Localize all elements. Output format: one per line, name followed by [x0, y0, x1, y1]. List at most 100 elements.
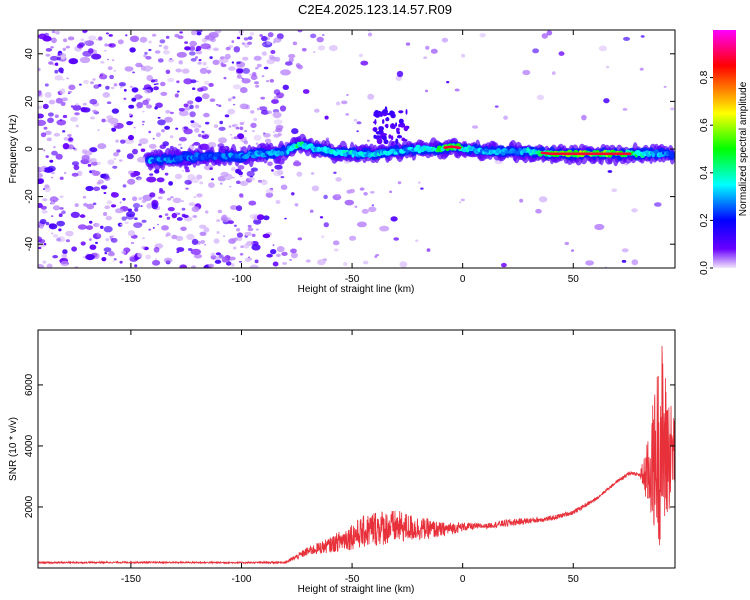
spectrogram-x-tick-label: 0 — [460, 274, 466, 285]
noise-speckle — [210, 37, 216, 43]
noise-speckle — [195, 56, 198, 59]
noise-speckle — [148, 48, 152, 52]
noise-speckle — [272, 244, 275, 247]
noise-speckle — [233, 136, 239, 140]
noise-speckle — [243, 37, 249, 41]
noise-speckle — [178, 110, 189, 117]
noise-speckle — [265, 188, 274, 194]
noise-speckle — [44, 32, 49, 37]
noise-speckle — [62, 143, 70, 150]
noise-speckle — [72, 147, 76, 150]
noise-speckle — [164, 213, 169, 217]
noise-speckle — [227, 220, 234, 225]
noise-speckle — [142, 99, 150, 106]
noise-speckle — [292, 41, 298, 46]
noise-speckle — [255, 142, 259, 145]
noise-speckle — [121, 216, 127, 221]
noise-speckle — [80, 241, 86, 246]
noise-speckle — [179, 264, 187, 268]
noise-speckle — [62, 114, 68, 119]
noise-speckle — [142, 123, 145, 126]
noise-speckle — [277, 132, 282, 137]
noise-speckle — [196, 50, 203, 55]
noise-speckle — [60, 101, 66, 107]
noise-speckle — [255, 77, 258, 79]
noise-speckle — [603, 98, 610, 104]
noise-speckle — [39, 218, 47, 225]
noise-speckle — [167, 207, 175, 212]
noise-speckle — [61, 253, 68, 259]
noise-speckle — [80, 107, 88, 113]
noise-speckle — [250, 74, 258, 81]
noise-speckle — [75, 124, 80, 128]
noise-speckle — [49, 196, 59, 203]
noise-speckle — [273, 170, 283, 177]
noise-speckle — [157, 58, 164, 63]
noise-speckle — [105, 238, 110, 242]
colorbar-tick-label: 0.6 — [699, 118, 710, 132]
noise-speckle — [59, 119, 63, 122]
noise-speckle — [89, 147, 98, 153]
noise-speckle — [169, 135, 174, 139]
noise-speckle — [231, 61, 235, 64]
noise-speckle — [208, 263, 215, 268]
plume-speckle — [374, 128, 377, 133]
noise-speckle — [141, 199, 147, 203]
ridge-hot — [458, 146, 462, 150]
noise-speckle — [39, 168, 46, 172]
plume-speckle — [376, 139, 381, 143]
noise-speckle — [220, 56, 225, 60]
noise-speckle — [134, 207, 139, 212]
noise-speckle — [356, 121, 362, 125]
noise-speckle — [199, 67, 208, 74]
noise-speckle — [181, 170, 185, 172]
noise-speckle — [558, 51, 565, 56]
noise-speckle — [148, 40, 152, 44]
noise-speckle — [218, 137, 227, 144]
noise-speckle — [95, 241, 98, 244]
noise-speckle — [88, 40, 92, 44]
spectrogram-y-tick-label: 0 — [24, 146, 35, 152]
noise-speckle — [201, 93, 210, 100]
noise-speckle — [101, 257, 107, 262]
noise-speckle — [50, 55, 59, 61]
noise-speckle — [141, 245, 146, 250]
noise-speckle — [213, 124, 219, 128]
noise-speckle — [136, 101, 144, 109]
noise-speckle — [309, 209, 314, 213]
noise-speckle — [153, 86, 159, 91]
noise-speckle — [259, 106, 268, 112]
noise-speckle — [85, 185, 94, 192]
noise-speckle — [197, 61, 202, 65]
noise-speckle — [138, 143, 142, 146]
spectrogram-heat-layer — [38, 30, 675, 268]
noise-speckle — [43, 243, 47, 246]
noise-speckle — [621, 248, 629, 253]
noise-speckle — [55, 31, 60, 35]
noise-speckle — [178, 107, 185, 112]
noise-speckle — [70, 116, 78, 122]
noise-speckle — [284, 61, 293, 66]
noise-speckle — [145, 104, 153, 109]
noise-speckle — [208, 31, 219, 39]
noise-speckle — [129, 85, 134, 89]
noise-speckle — [187, 100, 194, 105]
noise-speckle — [82, 256, 86, 259]
noise-speckle — [236, 133, 245, 140]
noise-speckle — [208, 82, 214, 87]
noise-speckle — [189, 104, 194, 110]
noise-speckle — [137, 156, 147, 163]
noise-speckle — [96, 38, 99, 41]
noise-speckle — [280, 69, 291, 76]
noise-speckle — [261, 51, 267, 56]
noise-speckle — [250, 122, 257, 129]
noise-speckle — [148, 130, 152, 134]
noise-speckle — [60, 260, 70, 267]
noise-speckle — [276, 253, 281, 258]
noise-speckle — [46, 263, 53, 268]
noise-speckle — [101, 118, 106, 123]
noise-speckle — [54, 114, 59, 118]
noise-speckle — [367, 93, 375, 100]
noise-speckle — [131, 97, 137, 102]
